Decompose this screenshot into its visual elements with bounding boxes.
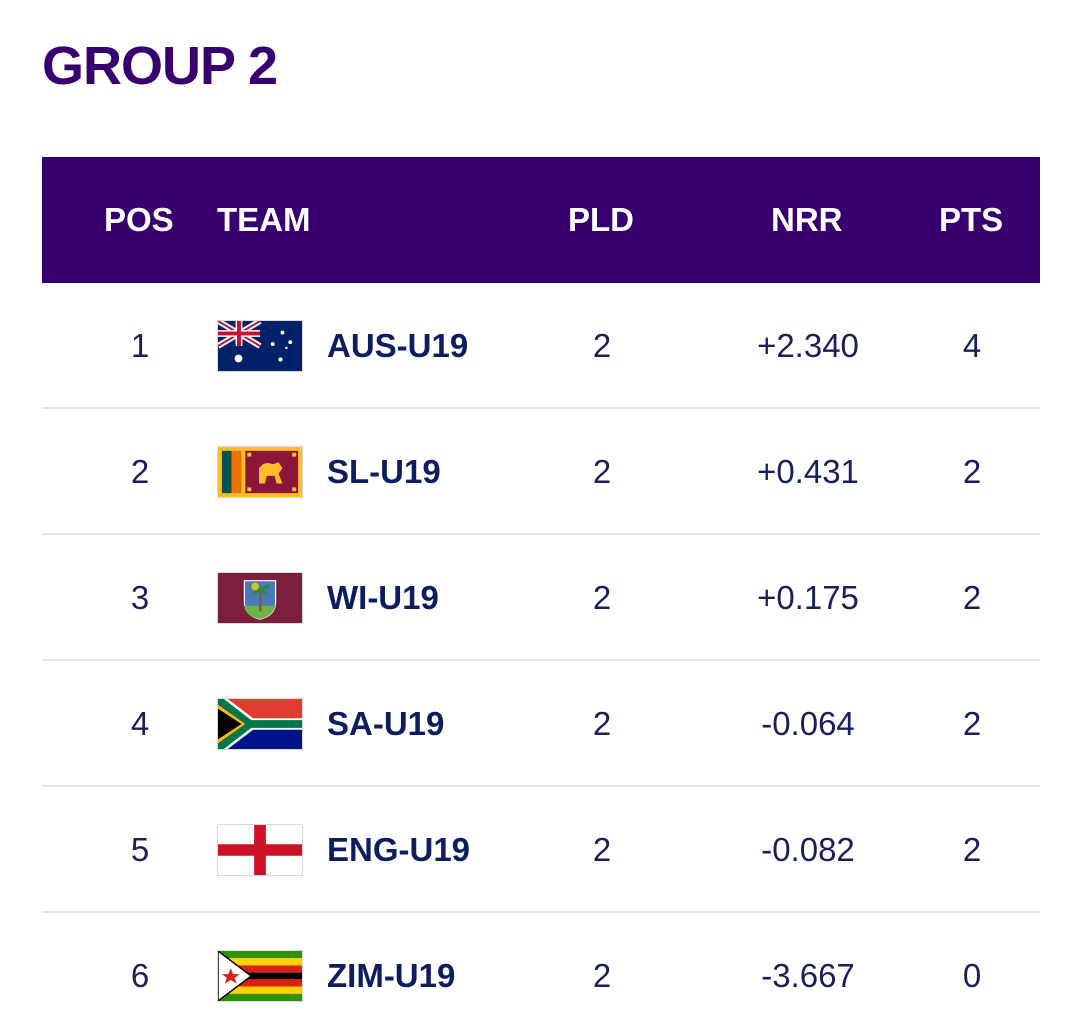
row-pts: 2 [962,831,982,868]
row-team[interactable]: ENG-U19 [327,831,471,868]
row-pos: 3 [130,579,150,616]
table-row[interactable]: 5 ENG-U19 2 -0.082 2 [42,787,1040,913]
sri-lanka-flag-icon [217,446,303,498]
row-team[interactable]: SL-U19 [327,453,441,490]
table-row[interactable]: 3 WI-U19 2 +0.175 2 [42,535,1040,661]
standings-table: POS TEAM PLD NRR PTS 1 [42,157,1040,1028]
table-row[interactable]: 1 AUS-U1 [42,283,1040,409]
row-pos: 5 [130,831,150,868]
table-row[interactable]: 4 SA-U19 2 -0.064 2 [42,661,1040,787]
row-pos: 1 [130,327,150,364]
row-pts: 0 [962,957,982,994]
row-pld: 2 [592,957,612,994]
england-flag-icon [217,824,303,876]
row-pld: 2 [592,579,612,616]
row-pts: 2 [962,453,982,490]
row-nrr: -0.064 [761,705,855,742]
zimbabwe-flag-icon [217,950,303,1002]
row-team[interactable]: WI-U19 [327,579,439,616]
row-nrr: -3.667 [761,957,855,994]
row-pld: 2 [592,831,612,868]
row-pts: 2 [962,705,982,742]
row-pts: 2 [962,579,982,616]
row-pos: 4 [130,705,150,742]
row-team[interactable]: ZIM-U19 [327,957,456,994]
row-pts: 4 [962,327,982,364]
row-pld: 2 [592,453,612,490]
header-team: TEAM [217,201,311,238]
table-row[interactable]: 2 SL-U19 2 +0.431 2 [42,409,1040,535]
table-header: POS TEAM PLD NRR PTS [42,157,1040,283]
group-title: GROUP 2 [42,36,278,96]
row-pld: 2 [592,327,612,364]
row-nrr: -0.082 [761,831,855,868]
row-pos: 6 [130,957,150,994]
australia-flag-icon [217,320,303,372]
row-nrr: +2.340 [757,327,859,364]
table-row[interactable]: 6 ZIM-U19 2 -3.667 0 [42,913,1040,1028]
header-pts: PTS [939,201,1004,238]
row-nrr: +0.431 [757,453,859,490]
west-indies-flag-icon [217,572,303,624]
header-pos: POS [104,201,174,238]
row-pld: 2 [592,705,612,742]
south-africa-flag-icon [217,698,303,750]
header-nrr: NRR [771,201,843,238]
header-pld: PLD [568,201,634,238]
row-team[interactable]: AUS-U19 [327,327,469,364]
row-pos: 2 [130,453,150,490]
row-team[interactable]: SA-U19 [327,705,445,742]
row-nrr: +0.175 [757,579,859,616]
